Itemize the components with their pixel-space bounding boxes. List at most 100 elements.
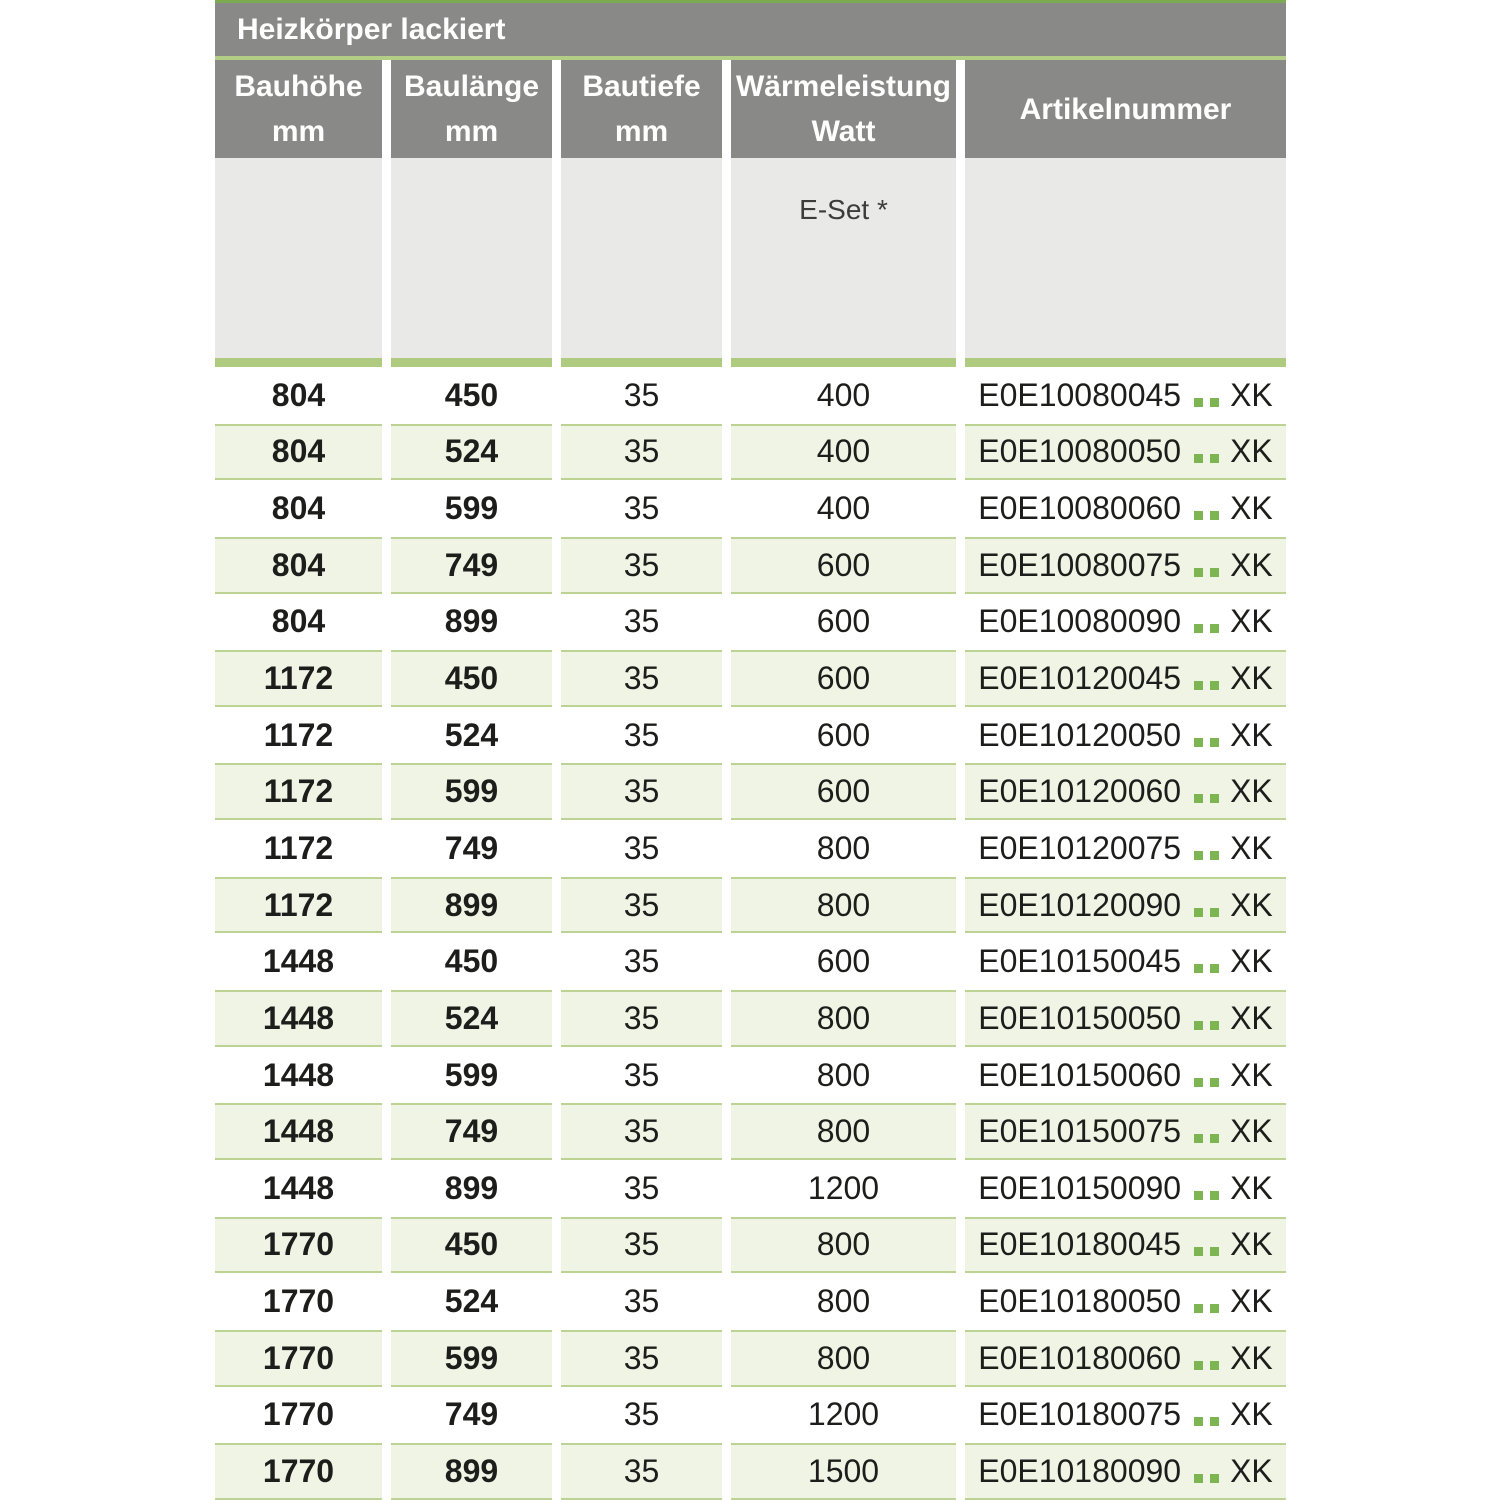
cell-bautiefe: 35	[561, 933, 722, 991]
artikelnummer-suffix: XK	[1230, 773, 1273, 810]
cell-baulaenge: 749	[391, 536, 552, 594]
cell-bauhoehe: 1448	[215, 990, 382, 1047]
cell-artikelnummer: E0E10150075 XK	[965, 1103, 1286, 1160]
cell-artikelnummer: E0E10120090 XK	[965, 876, 1286, 934]
artikelnummer-value: E0E10180050	[978, 1283, 1182, 1320]
cell-baulaenge: 524	[391, 990, 552, 1047]
bautiefe-value: 35	[623, 1169, 660, 1206]
cell-waermeleistung: 800	[731, 820, 956, 877]
waermeleistung-value: 800	[816, 1056, 871, 1093]
column-header-label: Wärmeleistung	[735, 70, 952, 103]
baulaenge-value: 524	[444, 999, 499, 1036]
artikelnummer-value: E0E10180060	[978, 1339, 1182, 1376]
cell-artikelnummer: E0E10180060 XK	[965, 1329, 1286, 1387]
baulaenge-value: 450	[444, 943, 499, 980]
cell-bauhoehe: 1172	[215, 763, 382, 821]
waermeleistung-value: 400	[816, 376, 871, 413]
table-title: Heizkörper lackiert	[237, 12, 506, 46]
cell-baulaenge: 599	[391, 480, 552, 537]
table-row: 1448 749 35 800 E0E10150075 XK	[215, 1103, 1286, 1160]
bauhoehe-value: 1770	[262, 1452, 335, 1489]
color-code-placeholder-dots-icon	[1194, 964, 1220, 974]
waermeleistung-value: 600	[816, 660, 871, 697]
bauhoehe-value: 1172	[263, 716, 334, 753]
cell-bauhoehe: 1448	[215, 933, 382, 991]
cell-artikelnummer: E0E10180090 XK	[965, 1443, 1286, 1500]
waermeleistung-value: 800	[816, 1226, 871, 1263]
cell-bautiefe: 35	[561, 763, 722, 821]
cell-waermeleistung: 1500	[731, 1443, 956, 1500]
subheader-cell-bauhoehe	[215, 158, 382, 358]
table-row: 1448 524 35 800 E0E10150050 XK	[215, 990, 1286, 1047]
column-header-bauhoehe: Bauhöhe mm	[215, 60, 382, 158]
artikelnummer-value: E0E10150090	[978, 1169, 1182, 1206]
cell-baulaenge: 450	[391, 650, 552, 707]
column-header-label: Bautiefe	[582, 70, 701, 103]
color-code-placeholder-dots-icon	[1194, 624, 1220, 634]
subheader-row: E-Set *	[215, 158, 1286, 358]
cell-artikelnummer: E0E10080050 XK	[965, 423, 1286, 481]
cell-baulaenge: 450	[391, 367, 552, 424]
cell-artikelnummer: E0E10150045 XK	[965, 933, 1286, 991]
bauhoehe-value: 1172	[263, 773, 334, 810]
column-header-label: Artikelnummer	[1019, 92, 1232, 126]
baulaenge-value: 450	[444, 1226, 499, 1263]
bautiefe-value: 35	[623, 1226, 660, 1263]
color-code-placeholder-dots-icon	[1194, 737, 1220, 747]
artikelnummer-suffix: XK	[1230, 660, 1273, 697]
cell-artikelnummer: E0E10080045 XK	[965, 367, 1286, 424]
column-header-label: Baulänge	[403, 70, 540, 103]
artikelnummer-suffix: XK	[1230, 999, 1273, 1036]
artikelnummer-suffix: XK	[1230, 490, 1273, 527]
baulaenge-value: 599	[444, 490, 499, 527]
artikelnummer-value: E0E10150075	[978, 1113, 1182, 1150]
cell-bautiefe: 35	[561, 1273, 722, 1330]
artikelnummer-suffix: XK	[1230, 1113, 1273, 1150]
cell-bautiefe: 35	[561, 1216, 722, 1274]
waermeleistung-value: 1200	[807, 1396, 880, 1433]
artikelnummer-value: E0E10150050	[978, 999, 1182, 1036]
column-header-unit: mm	[271, 115, 326, 148]
bauhoehe-value: 1448	[262, 1113, 335, 1150]
cell-waermeleistung: 600	[731, 536, 956, 594]
waermeleistung-value: 1500	[807, 1452, 880, 1489]
cell-waermeleistung: 600	[731, 706, 956, 764]
cell-bautiefe: 35	[561, 1443, 722, 1500]
bauhoehe-value: 1448	[262, 1056, 335, 1093]
header-bottom-accent-bar	[215, 358, 1286, 367]
bauhoehe-value: 1448	[262, 1169, 335, 1206]
baulaenge-value: 524	[444, 1283, 499, 1320]
artikelnummer-suffix: XK	[1230, 546, 1273, 583]
bautiefe-value: 35	[623, 1396, 660, 1433]
column-header-unit: mm	[614, 115, 669, 148]
cell-waermeleistung: 1200	[731, 1386, 956, 1444]
bautiefe-value: 35	[623, 1113, 660, 1150]
cell-baulaenge: 749	[391, 1386, 552, 1444]
cell-bauhoehe: 804	[215, 593, 382, 651]
artikelnummer-suffix: XK	[1230, 603, 1273, 640]
table-row: 804 524 35 400 E0E10080050 XK	[215, 423, 1286, 481]
baulaenge-value: 749	[444, 1113, 499, 1150]
baulaenge-value: 524	[444, 433, 499, 470]
baulaenge-value: 899	[444, 886, 499, 923]
cell-artikelnummer: E0E10180045 XK	[965, 1216, 1286, 1274]
waermeleistung-value: 600	[816, 943, 871, 980]
artikelnummer-suffix: XK	[1230, 1226, 1273, 1263]
table-row: 1172 749 35 800 E0E10120075 XK	[215, 820, 1286, 877]
cell-artikelnummer: E0E10080090 XK	[965, 593, 1286, 651]
cell-bauhoehe: 804	[215, 480, 382, 537]
bautiefe-value: 35	[623, 660, 660, 697]
cell-bautiefe: 35	[561, 367, 722, 424]
baulaenge-value: 524	[444, 716, 499, 753]
column-header-unit: mm	[444, 115, 499, 148]
table-body: 804 450 35 400 E0E10080045 XK 804 524 35…	[215, 367, 1286, 1500]
artikelnummer-value: E0E10120045	[978, 660, 1182, 697]
cell-waermeleistung: 600	[731, 593, 956, 651]
color-code-placeholder-dots-icon	[1194, 907, 1220, 917]
bauhoehe-value: 1448	[262, 943, 335, 980]
artikelnummer-value: E0E10180045	[978, 1226, 1182, 1263]
cell-bautiefe: 35	[561, 1159, 722, 1217]
cell-bauhoehe: 1770	[215, 1386, 382, 1444]
waermeleistung-value: 800	[816, 1283, 871, 1320]
cell-bauhoehe: 1770	[215, 1329, 382, 1387]
